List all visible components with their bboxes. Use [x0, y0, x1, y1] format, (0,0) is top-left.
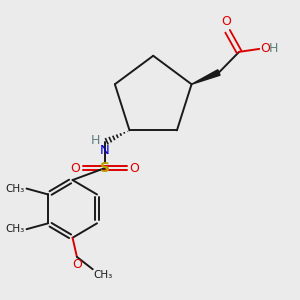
Text: H: H	[91, 134, 100, 147]
Text: O: O	[221, 15, 231, 28]
Text: O: O	[261, 42, 271, 56]
Text: CH₃: CH₃	[6, 224, 25, 234]
Text: CH₃: CH₃	[6, 184, 25, 194]
Text: O: O	[72, 258, 82, 271]
Text: O: O	[130, 161, 140, 175]
Text: O: O	[71, 161, 81, 175]
Text: S: S	[100, 161, 110, 175]
Text: H: H	[269, 42, 278, 55]
Polygon shape	[192, 70, 220, 84]
Text: CH₃: CH₃	[94, 270, 113, 280]
Text: N: N	[100, 144, 110, 157]
